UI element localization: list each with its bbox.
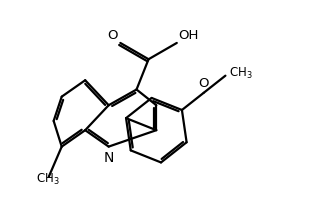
Text: O: O <box>198 77 209 90</box>
Text: O: O <box>108 29 118 42</box>
Text: OH: OH <box>178 29 198 42</box>
Text: CH$_3$: CH$_3$ <box>36 172 60 187</box>
Text: N: N <box>103 151 114 165</box>
Text: CH$_3$: CH$_3$ <box>228 66 252 81</box>
